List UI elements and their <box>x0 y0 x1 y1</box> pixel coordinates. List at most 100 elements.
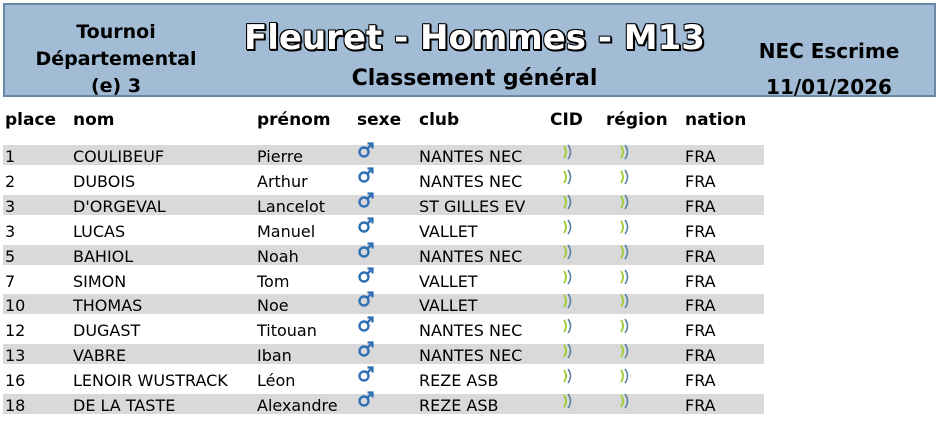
cid-signal-icon <box>561 317 575 339</box>
row-nom: BAHIOL <box>73 246 134 266</box>
table-row: 3 LUCAS Manuel VALLET FRA <box>3 217 764 241</box>
region-signal-icon <box>618 342 632 364</box>
row-prenom: Pierre <box>257 147 303 166</box>
cid-signal-icon <box>561 268 575 290</box>
row-place: 1 <box>5 147 16 166</box>
row-place: 3 <box>5 196 16 216</box>
male-symbol-icon <box>357 216 375 238</box>
row-club: REZE ASB <box>419 371 499 391</box>
table-row: 16 LENOIR WUSTRACK Léon REZE ASB FRA <box>3 366 764 391</box>
cid-signal-icon <box>561 168 575 190</box>
row-prenom: Titouan <box>257 321 317 341</box>
row-nom: DE LA TASTE <box>73 396 176 415</box>
table-row: 7 SIMON Tom VALLET FRA <box>3 266 764 291</box>
region-signal-icon <box>618 168 632 190</box>
male-symbol-icon <box>357 390 375 412</box>
col-header-place: place <box>5 110 57 130</box>
row-place: 2 <box>5 171 16 191</box>
cid-signal-icon <box>561 243 575 265</box>
male-symbol-icon <box>357 340 375 362</box>
male-symbol-icon <box>357 315 375 337</box>
row-nom: COULIBEUF <box>73 147 165 166</box>
row-prenom: Lancelot <box>257 196 326 216</box>
organizer-name: NEC Escrime <box>758 39 900 63</box>
col-header-sexe: sexe <box>357 110 402 130</box>
row-place: 13 <box>5 346 26 366</box>
male-symbol-icon <box>357 191 375 213</box>
row-club: NANTES NEC <box>419 147 523 166</box>
region-signal-icon <box>618 392 632 414</box>
row-nom: THOMAS <box>73 296 143 316</box>
table-row: 2 DUBOIS Arthur NANTES NEC FRA <box>3 167 764 191</box>
region-signal-icon <box>618 143 632 165</box>
region-signal-icon <box>618 268 632 290</box>
row-nom: LENOIR WUSTRACK <box>73 371 228 391</box>
col-header-region: région <box>606 110 668 130</box>
row-place: 16 <box>5 371 26 391</box>
row-nation: FRA <box>685 221 716 241</box>
row-club: NANTES NEC <box>419 171 523 191</box>
cid-signal-icon <box>561 193 575 215</box>
page-title: Fleuret - Hommes - M13 <box>244 18 705 58</box>
table-row: 10 THOMAS Noe VALLET FRA <box>3 291 764 316</box>
row-nation: FRA <box>685 171 716 191</box>
row-prenom: Noah <box>257 246 299 266</box>
region-signal-icon <box>618 193 632 215</box>
row-prenom: Iban <box>257 346 292 366</box>
row-club: VALLET <box>419 271 478 291</box>
col-header-prenom: prénom <box>257 110 331 130</box>
row-nation: FRA <box>685 296 716 316</box>
row-nation: FRA <box>685 396 716 415</box>
row-nation: FRA <box>685 371 716 391</box>
cid-signal-icon <box>561 367 575 389</box>
row-prenom: Manuel <box>257 221 316 241</box>
cid-signal-icon <box>561 392 575 414</box>
table-row: 18 DE LA TASTE Alexandre REZE ASB FRA <box>3 391 764 415</box>
organizer-info: NEC Escrime 11/01/2026 <box>724 33 934 105</box>
table-row: 5 BAHIOL Noah NANTES NEC FRA <box>3 241 764 266</box>
row-club: ST GILLES EV <box>419 196 526 216</box>
event-date: 11/01/2026 <box>766 75 892 99</box>
row-nation: FRA <box>685 321 716 341</box>
row-prenom: Léon <box>257 371 296 391</box>
male-symbol-icon <box>357 166 375 188</box>
row-prenom: Tom <box>257 271 290 291</box>
region-signal-icon <box>618 218 632 240</box>
male-symbol-icon <box>357 241 375 263</box>
row-nation: FRA <box>685 147 716 166</box>
row-nom: D'ORGEVAL <box>73 196 166 216</box>
table-row: 12 DUGAST Titouan NANTES NEC FRA <box>3 316 764 341</box>
male-symbol-icon <box>357 365 375 387</box>
row-nom: LUCAS <box>73 221 126 241</box>
table-row: 1 COULIBEUF Pierre NANTES NEC FRA <box>3 142 764 166</box>
row-nom: SIMON <box>73 271 127 291</box>
row-place: 10 <box>5 296 26 316</box>
row-nom: DUGAST <box>73 321 141 341</box>
region-signal-icon <box>618 292 632 314</box>
region-signal-icon <box>618 243 632 265</box>
row-club: NANTES NEC <box>419 321 523 341</box>
row-prenom: Arthur <box>257 171 308 191</box>
row-place: 5 <box>5 246 16 266</box>
row-club: NANTES NEC <box>419 246 523 266</box>
male-symbol-icon <box>357 141 375 163</box>
col-header-club: club <box>419 110 460 130</box>
col-header-nation: nation <box>685 110 747 130</box>
header-banner: Tournoi Départemental (e) 3 Fleuret - Ho… <box>3 3 936 100</box>
row-place: 7 <box>5 271 16 291</box>
row-nation: FRA <box>685 246 716 266</box>
row-nom: VABRE <box>73 346 127 366</box>
table-row: 13 VABRE Iban NANTES NEC FRA <box>3 341 764 366</box>
region-signal-icon <box>618 367 632 389</box>
row-place: 18 <box>5 396 26 415</box>
cid-signal-icon <box>561 218 575 240</box>
row-nom: DUBOIS <box>73 171 136 191</box>
tournament-name: Tournoi Départemental (e) 3 <box>5 19 227 100</box>
row-prenom: Noe <box>257 296 289 316</box>
col-header-nom: nom <box>73 110 115 130</box>
table-row: 3 D'ORGEVAL Lancelot ST GILLES EV FRA <box>3 192 764 216</box>
tournament-name-line-1: Tournoi <box>76 21 156 43</box>
row-nation: FRA <box>685 271 716 291</box>
row-place: 3 <box>5 221 16 241</box>
cid-signal-icon <box>561 143 575 165</box>
